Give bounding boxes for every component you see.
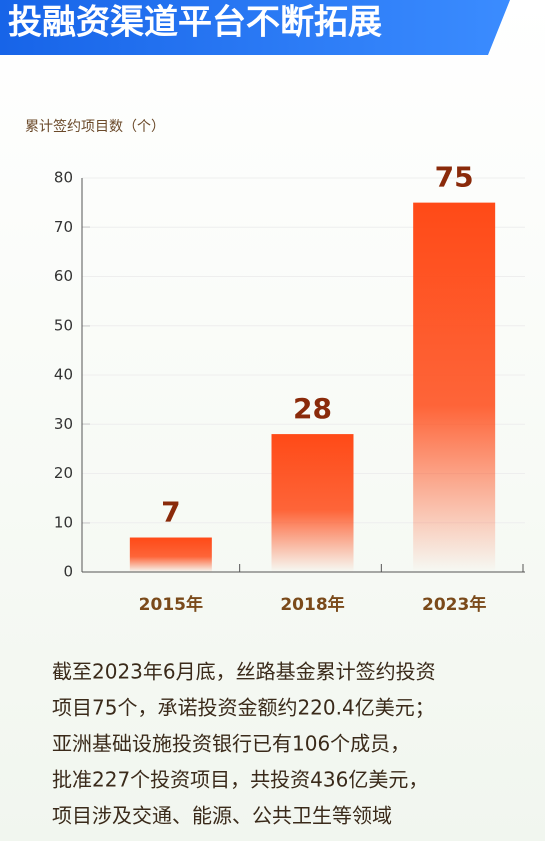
x-tick-label: 2015年 [139, 594, 203, 615]
y-tick-label: 60 [54, 267, 73, 285]
y-tick-label: 20 [54, 464, 73, 482]
y-tick-label: 70 [54, 218, 73, 236]
y-axis-label: 累计签约项目数（个） [25, 118, 165, 135]
bar [271, 434, 354, 572]
bar [129, 537, 212, 572]
y-tick-label: 10 [54, 513, 73, 531]
data-label: 28 [293, 392, 332, 425]
x-tick-label: 2023年 [422, 594, 486, 615]
y-tick-label: 0 [63, 563, 73, 581]
y-tick-label: 30 [54, 415, 73, 433]
body-line: 截至2023年6月底，丝路基金累计签约投资 [52, 660, 436, 684]
body-line: 批准227个投资项目，共投资436亿美元， [52, 768, 428, 792]
page-title: 投融资渠道平台不断拓展 [8, 3, 382, 43]
y-tick-label: 50 [54, 316, 73, 334]
y-tick-label: 40 [54, 366, 73, 384]
data-label: 7 [161, 496, 180, 529]
body-line: 项目涉及交通、能源、公共卫生等领域 [52, 804, 392, 828]
header-banner [0, 0, 510, 55]
body-line: 亚洲基础设施投资银行已有106个成员， [52, 732, 410, 756]
bar [413, 202, 496, 572]
body-line: 项目75个，承诺投资金额约220.4亿美元； [52, 696, 435, 720]
body-text: 截至2023年6月底，丝路基金累计签约投资项目75个，承诺投资金额约220.4亿… [52, 660, 436, 828]
y-tick-label: 80 [54, 169, 73, 187]
x-tick-label: 2018年 [280, 594, 344, 615]
data-label: 75 [435, 161, 474, 194]
